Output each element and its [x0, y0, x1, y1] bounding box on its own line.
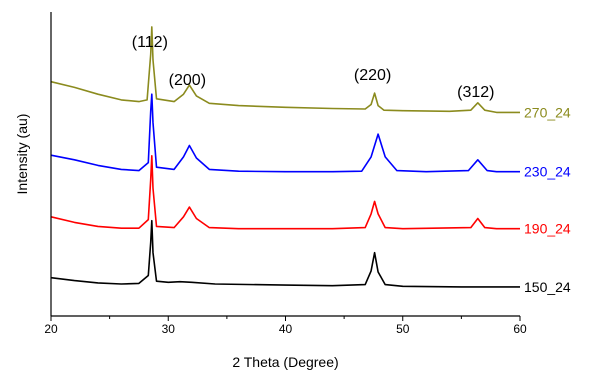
x-tick-label: 60 [513, 322, 527, 336]
x-ticks: 20 30 40 50 60 [44, 316, 527, 336]
series-labels: 270_24 230_24 190_24 150_24 [524, 104, 571, 294]
peak-label: (220) [354, 67, 391, 84]
x-tick-label: 40 [279, 322, 293, 336]
x-tick-label: 50 [396, 322, 410, 336]
x-axis-title: 2 Theta (Degree) [232, 354, 338, 370]
y-axis-title: Intensity (au) [14, 114, 30, 195]
series-line-150_24 [50, 219, 520, 288]
x-tick-label: 30 [162, 322, 176, 336]
series-label-150_24: 150_24 [524, 279, 571, 295]
peak-annotations: (112) (200) (220) (312) [132, 34, 495, 101]
peak-label: (312) [457, 84, 494, 101]
series-line-190_24 [50, 155, 520, 230]
series-line-270_24 [50, 26, 520, 114]
x-tick-label: 20 [44, 322, 58, 336]
series-traces [50, 26, 520, 288]
series-label-230_24: 230_24 [524, 164, 571, 180]
series-label-270_24: 270_24 [524, 104, 571, 120]
series-line-230_24 [50, 93, 520, 173]
series-label-190_24: 190_24 [524, 221, 571, 237]
peak-label: (112) [132, 34, 168, 51]
peak-label: (200) [169, 72, 206, 89]
axes: 20 30 40 50 60 2 Theta (Degree) Intensity (a… [14, 12, 527, 370]
